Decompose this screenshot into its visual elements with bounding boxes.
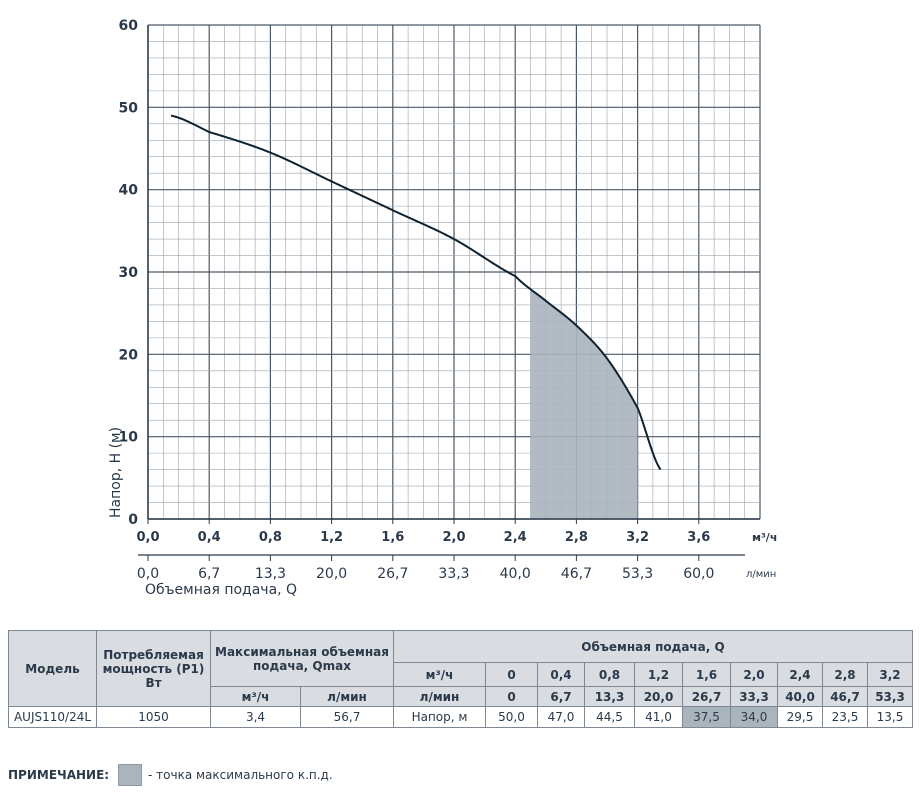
x-tick-label: 2,0: [442, 530, 465, 545]
qmax-unit-lmin: л/мин: [300, 686, 394, 707]
y-tick-label: 0: [128, 512, 138, 528]
power-cell: 1050: [96, 706, 211, 728]
x-axis-label: Объемная подача, Q: [145, 582, 297, 598]
x2-tick-label: 60,0: [683, 566, 714, 582]
note: ПРИМЕЧАНИЕ: - точка максимального к.п.д.: [8, 764, 333, 786]
x-tick-label: 0,8: [259, 530, 282, 545]
row-lmin-label: л/мин: [393, 686, 486, 707]
power-header: Потребляемая мощность (Р1) Вт: [96, 630, 211, 707]
head-cell: 41,0: [634, 706, 683, 728]
note-label: ПРИМЕЧАНИЕ:: [8, 768, 110, 782]
y-tick-label: 40: [119, 183, 139, 199]
head-cell-max-efficiency: 37,5: [682, 706, 731, 728]
flow-m3-cell: 1,6: [682, 662, 731, 687]
qmax-unit-m3: м³/ч: [210, 686, 301, 707]
head-cell: 29,5: [777, 706, 823, 728]
pump-curve-chart: 0 10 20 30 40 50 60 0,0 0,4 0,8 1,2 1,6 2,0 2,4 2,8 3,2…: [108, 18, 777, 598]
flow-lmin-cell: 6,7: [537, 686, 585, 707]
flow-lmin-cell: 0: [485, 686, 538, 707]
model-cell: AUJS110/24L: [8, 706, 97, 728]
head-cell: 47,0: [537, 706, 585, 728]
x2-tick-label: 13,3: [255, 566, 286, 582]
x2-tick-label: 26,7: [377, 566, 408, 582]
flow-m3-cell: 0,4: [537, 662, 585, 687]
y-tick-label: 30: [119, 265, 139, 281]
x2-tick-label: 40,0: [500, 566, 531, 582]
x-tick-label: 1,6: [381, 530, 404, 545]
x2-tick-label: 46,7: [561, 566, 592, 582]
head-cell: 50,0: [485, 706, 538, 728]
x-axis-unit: м³/ч: [752, 531, 777, 544]
row-m3-label: м³/ч: [393, 662, 486, 687]
x-tick-label: 2,4: [504, 530, 527, 545]
flow-m3-cell: 2,4: [777, 662, 823, 687]
x-tick-label: 2,8: [565, 530, 588, 545]
x-tick-label: 3,6: [687, 530, 710, 545]
flow-lmin-cell: 26,7: [682, 686, 731, 707]
x2-axis-unit: л/мин: [746, 569, 776, 580]
performance-table: Модель Потребляемая мощность (Р1) Вт Мак…: [8, 630, 913, 728]
head-label: Напор, м: [393, 706, 486, 728]
flow-m3-cell: 0: [485, 662, 538, 687]
flow-lmin-cell: 20,0: [634, 686, 683, 707]
model-header: Модель: [8, 630, 97, 707]
flow-lmin-cell: 53,3: [867, 686, 913, 707]
head-cell-max-efficiency: 34,0: [730, 706, 778, 728]
x-tick-label: 3,2: [626, 530, 649, 545]
head-cell: 23,5: [822, 706, 868, 728]
x2-tick-label: 33,3: [438, 566, 469, 582]
flow-m3-cell: 2,0: [730, 662, 778, 687]
x2-tick-label: 20,0: [316, 566, 347, 582]
x-tick-label: 1,2: [320, 530, 343, 545]
y-axis-label: Напор, Н (м): [108, 427, 124, 518]
qmax-header: Максимальная объемная подача, Qmax: [210, 630, 394, 687]
flow-m3-cell: 0,8: [584, 662, 635, 687]
flow-header: Объемная подача, Q: [393, 630, 913, 663]
chart-grid: [147, 24, 761, 520]
note-text: - точка максимального к.п.д.: [148, 768, 333, 782]
x-tick-label: 0,4: [198, 530, 221, 545]
qmax-m3-cell: 3,4: [210, 706, 301, 728]
head-curve-series: [170, 114, 662, 471]
x2-tick-label: 6,7: [198, 566, 220, 582]
flow-m3-cell: 1,2: [634, 662, 683, 687]
flow-m3-cell: 3,2: [867, 662, 913, 687]
flow-lmin-cell: 13,3: [584, 686, 635, 707]
y-tick-label: 20: [119, 347, 139, 363]
y-tick-label: 10: [119, 430, 139, 446]
chart-axes: [138, 25, 760, 556]
qmax-lmin-cell: 56,7: [300, 706, 394, 728]
x2-tick-label: 53,3: [622, 566, 653, 582]
y-tick-label: 60: [119, 18, 139, 34]
flow-m3-cell: 2,8: [822, 662, 868, 687]
head-cell: 13,5: [867, 706, 913, 728]
flow-lmin-cell: 33,3: [730, 686, 778, 707]
y-tick-label: 50: [119, 100, 139, 116]
flow-lmin-cell: 40,0: [777, 686, 823, 707]
max-efficiency-region: [530, 289, 638, 519]
flow-lmin-cell: 46,7: [822, 686, 868, 707]
head-cell: 44,5: [584, 706, 635, 728]
x-tick-label: 0,0: [136, 530, 159, 545]
x2-tick-label: 0,0: [137, 566, 159, 582]
max-efficiency-swatch: [118, 764, 142, 786]
